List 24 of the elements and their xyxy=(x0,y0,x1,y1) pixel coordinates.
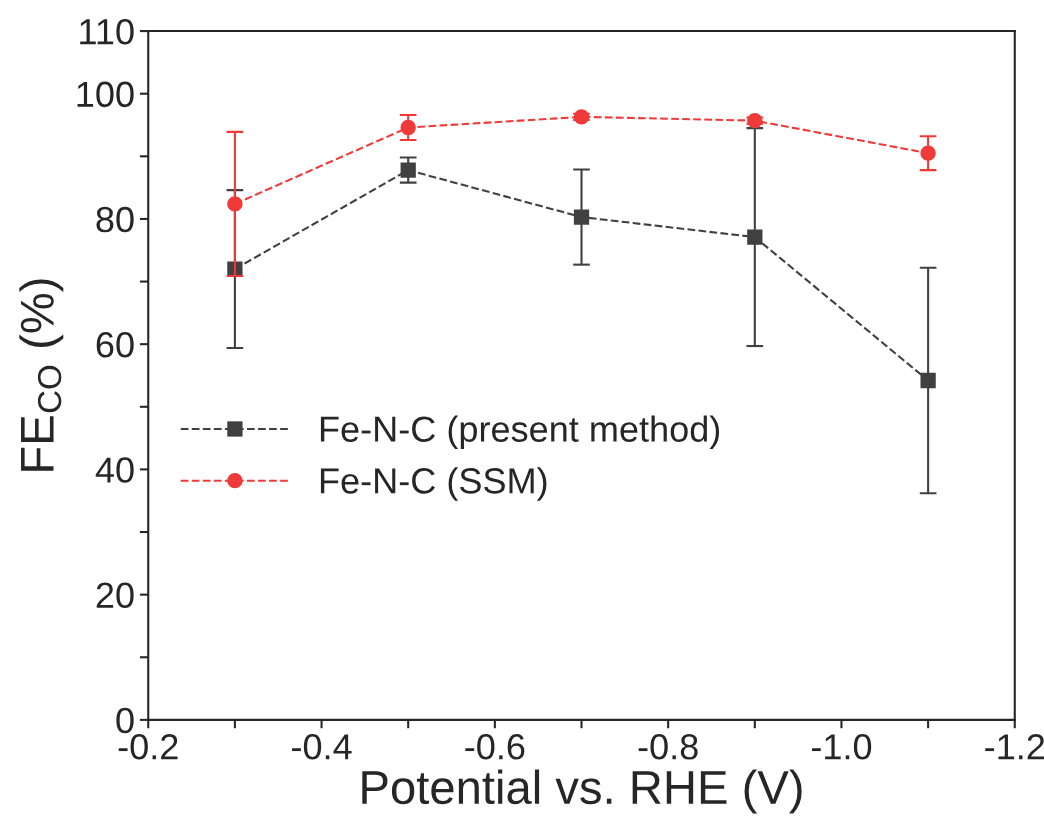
x-tick-label: -0.8 xyxy=(638,734,698,760)
x-tick-label: -0.6 xyxy=(465,734,525,760)
point xyxy=(573,209,590,225)
y-tick-label: 100 xyxy=(77,81,134,108)
point xyxy=(227,196,243,212)
legend-label: Fe-N-C (present method) xyxy=(320,415,720,450)
point xyxy=(400,162,416,178)
point xyxy=(400,119,416,136)
y-tick-label: 20 xyxy=(96,582,134,609)
y-axis-title: FE$_{CO}$ (%) xyxy=(19,279,64,471)
x-tick-label: -0.2 xyxy=(118,734,178,760)
y-tick-label: 110 xyxy=(80,18,134,45)
point xyxy=(920,372,936,389)
x-tick-label: -0.4 xyxy=(292,734,352,760)
legend-label: Fe-N-C (SSM) xyxy=(320,467,547,501)
y-tick-label: 0 xyxy=(116,707,134,734)
y-tick-label: 40 xyxy=(95,457,134,483)
y-tick-label: 80 xyxy=(96,206,134,233)
x-axis-title: Potential vs. RHE (V) xyxy=(362,769,802,814)
x-tick-label: -1.2 xyxy=(985,734,1044,760)
x-tick-label: -1.0 xyxy=(811,734,872,760)
point xyxy=(747,229,763,245)
y-tick-label: 60 xyxy=(96,332,134,358)
point xyxy=(920,145,936,161)
